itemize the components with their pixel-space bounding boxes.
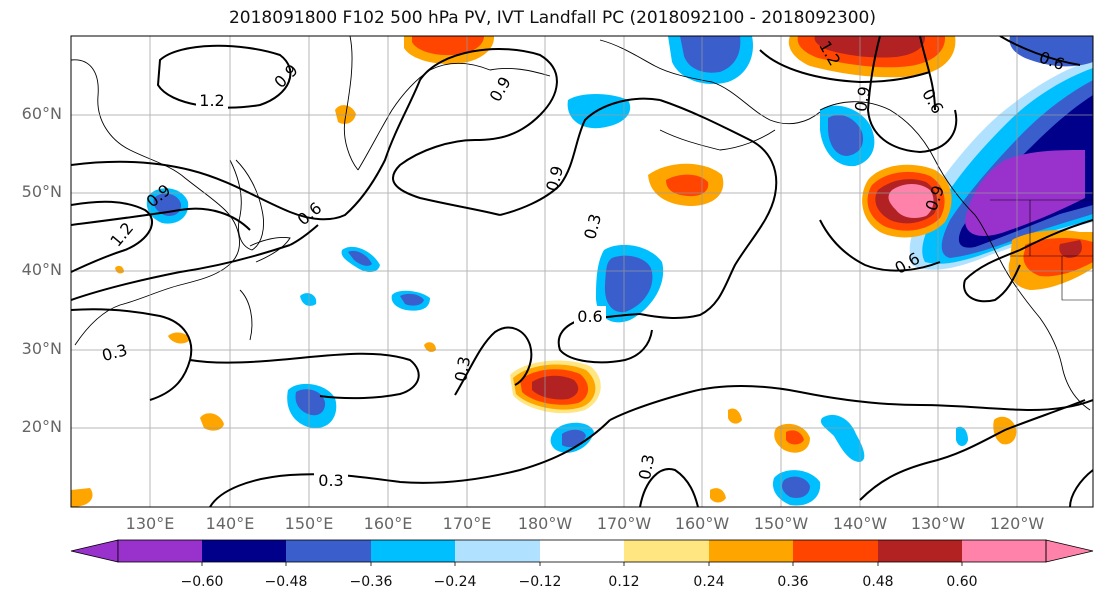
lon-label: 170°W: [596, 514, 652, 533]
lon-label: 140°W: [832, 514, 888, 533]
lat-label-60n: 60°N: [21, 104, 62, 123]
gridlines: [71, 36, 1093, 507]
lat-label-30n: 30°N: [21, 339, 62, 358]
contour-label: 1.2: [199, 91, 224, 110]
colorbar-tick-label: 0.24: [693, 574, 725, 590]
colorbar-tick-label: 0.12: [608, 574, 640, 590]
contour-label: 0.3: [451, 355, 474, 383]
colorbar-segment: [455, 540, 540, 562]
lat-label-40n: 40°N: [21, 260, 62, 279]
map-frame: [70, 35, 1094, 508]
colorbar-tick-label: 0.48: [862, 574, 894, 590]
colorbar-tick-label: 0.60: [946, 574, 978, 590]
contour-label: 0.6: [577, 307, 602, 326]
lon-label: 180°W: [517, 514, 573, 533]
colorbar-segment: [540, 540, 624, 562]
contour-label: 0.3: [635, 453, 658, 481]
colorbar-segment: [624, 540, 709, 562]
map-panel: [71, 36, 1093, 507]
lon-label: 160°E: [363, 514, 413, 533]
colorbar-tick-label: −0.36: [349, 574, 393, 590]
lon-label: 150°E: [284, 514, 334, 533]
contour-label: 0.3: [318, 471, 343, 490]
colorbar-extend-min: [70, 539, 119, 563]
colorbar-segment: [793, 540, 878, 562]
lon-label: 160°W: [674, 514, 730, 533]
colorbar-tick-label: −0.24: [433, 574, 477, 590]
lat-label-50n: 50°N: [21, 182, 62, 201]
colorbar-segment: [286, 540, 371, 562]
colorbar-tick-label: −0.12: [518, 574, 562, 590]
lon-label: 130°W: [910, 514, 966, 533]
lon-label: 120°W: [989, 514, 1045, 533]
colorbar-extend-max: [1045, 539, 1094, 563]
lon-label: 170°E: [442, 514, 492, 533]
lat-label-20n: 20°N: [21, 417, 62, 436]
map-title: 2018091800 F102 500 hPa PV, IVT Landfall…: [228, 8, 876, 28]
colorbar-tick-label: −0.48: [264, 574, 308, 590]
colorbar-segment: [962, 540, 1046, 562]
lon-label: 150°W: [753, 514, 809, 533]
lon-label: 140°E: [205, 514, 255, 533]
colorbar-segment: [709, 540, 793, 562]
colorbar-segment: [118, 540, 202, 562]
lon-label: 130°E: [125, 514, 175, 533]
colorbar-segment: [878, 540, 962, 562]
colorbar-segment: [371, 540, 455, 562]
colorbar-tick-label: 0.36: [777, 574, 809, 590]
contour-label: 0.9: [851, 85, 874, 113]
colorbar-segment: [202, 540, 286, 562]
colorbar-tick-label: −0.60: [180, 574, 224, 590]
colorbar: [70, 539, 1094, 566]
pv-contours: [71, 36, 1093, 507]
